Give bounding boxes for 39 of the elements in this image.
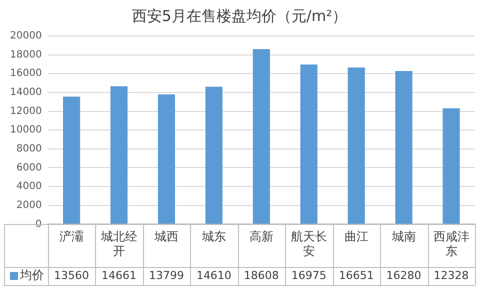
bar	[300, 64, 318, 224]
x-tick-label: 城北经开	[100, 230, 138, 258]
y-tick-label: 20000	[10, 30, 42, 42]
y-tick-label: 4000	[16, 181, 42, 192]
y-tick-label: 8000	[16, 144, 42, 155]
data-label: 12328	[434, 268, 469, 282]
bar	[252, 49, 270, 224]
x-tick-label: 曲江	[344, 230, 368, 244]
y-tick-label: 2000	[16, 200, 42, 211]
bar	[442, 108, 460, 224]
data-label: 14610	[196, 268, 232, 282]
chart-title: 西安5月在售楼盘均价（元/m²）	[132, 6, 348, 25]
legend-label: 均价	[19, 268, 44, 282]
x-tick-label: 高新	[249, 230, 274, 244]
x-tick-label: 城南	[390, 230, 416, 244]
data-label: 16651	[338, 268, 374, 282]
bar	[395, 71, 412, 224]
y-tick-label: 12000	[10, 106, 42, 117]
y-tick-label: 6000	[16, 162, 42, 174]
data-label: 18608	[244, 268, 279, 282]
x-tick-label: 航天长安	[290, 230, 327, 258]
x-tick-label: 浐灞	[60, 230, 84, 244]
bar	[205, 86, 222, 224]
bar	[158, 94, 176, 224]
bar	[110, 86, 128, 224]
y-tick-label: 14000	[10, 87, 42, 98]
y-tick-label: 10000	[10, 124, 42, 136]
bar	[63, 96, 80, 224]
y-tick-label: 18000	[10, 49, 42, 60]
data-label: 16975	[291, 268, 326, 282]
x-tick-label: 城东	[200, 230, 226, 244]
data-label: 16280	[386, 268, 422, 282]
data-label: 13560	[54, 268, 90, 282]
x-tick-label: 城西	[153, 230, 178, 244]
y-tick-label: 16000	[10, 68, 42, 80]
bar	[348, 68, 365, 224]
x-tick-label: 西咸沣东	[433, 230, 470, 258]
data-label: 13799	[148, 268, 184, 282]
data-label: 14661	[102, 268, 137, 282]
